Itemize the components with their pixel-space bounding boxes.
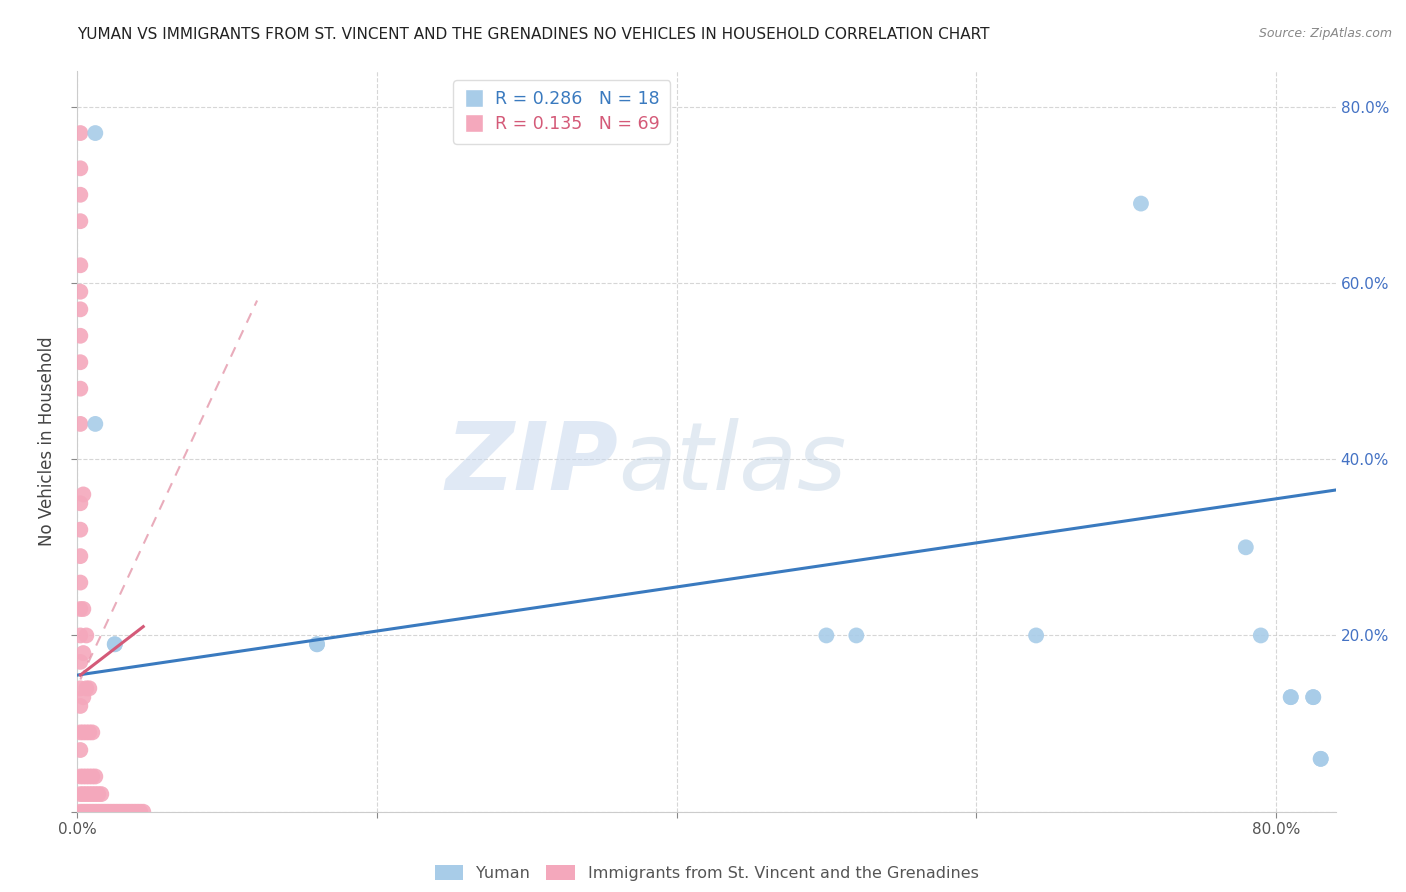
Point: [69, 258, 91, 272]
Legend: Yuman, Immigrants from St. Vincent and the Grenadines: Yuman, Immigrants from St. Vincent and t…: [426, 857, 987, 888]
Point: [69, 417, 91, 431]
Point: [845, 628, 868, 642]
Point: [75, 681, 97, 696]
Point: [69, 496, 91, 510]
Point: [104, 637, 127, 651]
Point: [1025, 628, 1047, 642]
Point: [69, 328, 91, 343]
Point: [72, 487, 94, 501]
Point: [69, 769, 91, 783]
Point: [815, 628, 838, 642]
Y-axis label: No Vehicles in Household: No Vehicles in Household: [38, 336, 56, 547]
Point: [69, 126, 91, 140]
Point: [69, 575, 91, 590]
Text: Source: ZipAtlas.com: Source: ZipAtlas.com: [1258, 27, 1392, 40]
Point: [69, 698, 91, 713]
Point: [75, 628, 97, 642]
Point: [104, 637, 127, 651]
Point: [72, 805, 94, 819]
Point: [132, 805, 155, 819]
Point: [87, 787, 110, 801]
Point: [117, 805, 139, 819]
Point: [75, 725, 97, 739]
Point: [69, 805, 91, 819]
Point: [69, 523, 91, 537]
Point: [69, 655, 91, 669]
Point: [98, 805, 121, 819]
Point: [82, 787, 104, 801]
Point: [1250, 628, 1272, 642]
Point: [69, 681, 91, 696]
Point: [69, 787, 91, 801]
Point: [69, 161, 91, 176]
Point: [114, 805, 136, 819]
Point: [72, 690, 94, 705]
Text: YUMAN VS IMMIGRANTS FROM ST. VINCENT AND THE GRENADINES NO VEHICLES IN HOUSEHOLD: YUMAN VS IMMIGRANTS FROM ST. VINCENT AND…: [77, 27, 990, 42]
Point: [90, 805, 112, 819]
Point: [120, 805, 142, 819]
Point: [129, 805, 152, 819]
Point: [127, 805, 149, 819]
Point: [82, 769, 104, 783]
Point: [1309, 752, 1331, 766]
Point: [108, 805, 131, 819]
Point: [69, 602, 91, 616]
Point: [305, 637, 328, 651]
Point: [105, 805, 128, 819]
Point: [72, 769, 94, 783]
Point: [84, 787, 107, 801]
Point: [69, 382, 91, 396]
Point: [69, 549, 91, 563]
Point: [75, 805, 97, 819]
Point: [72, 725, 94, 739]
Point: [84, 769, 107, 783]
Point: [72, 602, 94, 616]
Point: [69, 302, 91, 317]
Point: [75, 769, 97, 783]
Point: [87, 805, 110, 819]
Point: [72, 787, 94, 801]
Point: [84, 417, 107, 431]
Point: [69, 187, 91, 202]
Point: [69, 214, 91, 228]
Point: [1279, 690, 1302, 705]
Point: [1302, 690, 1324, 705]
Point: [111, 805, 134, 819]
Point: [1309, 752, 1331, 766]
Point: [93, 805, 115, 819]
Point: [75, 787, 97, 801]
Point: [69, 743, 91, 757]
Point: [82, 805, 104, 819]
Text: ZIP: ZIP: [446, 417, 619, 509]
Point: [79, 725, 101, 739]
Point: [79, 787, 101, 801]
Point: [103, 805, 125, 819]
Point: [1234, 541, 1257, 555]
Point: [96, 805, 118, 819]
Point: [69, 355, 91, 369]
Point: [1129, 196, 1152, 211]
Point: [122, 805, 145, 819]
Point: [79, 805, 101, 819]
Point: [305, 637, 328, 651]
Point: [69, 725, 91, 739]
Point: [1279, 690, 1302, 705]
Point: [79, 681, 101, 696]
Point: [69, 628, 91, 642]
Point: [79, 769, 101, 783]
Point: [90, 787, 112, 801]
Point: [82, 725, 104, 739]
Point: [72, 646, 94, 660]
Point: [84, 126, 107, 140]
Text: atlas: atlas: [619, 418, 846, 509]
Point: [1302, 690, 1324, 705]
Point: [84, 805, 107, 819]
Point: [69, 285, 91, 299]
